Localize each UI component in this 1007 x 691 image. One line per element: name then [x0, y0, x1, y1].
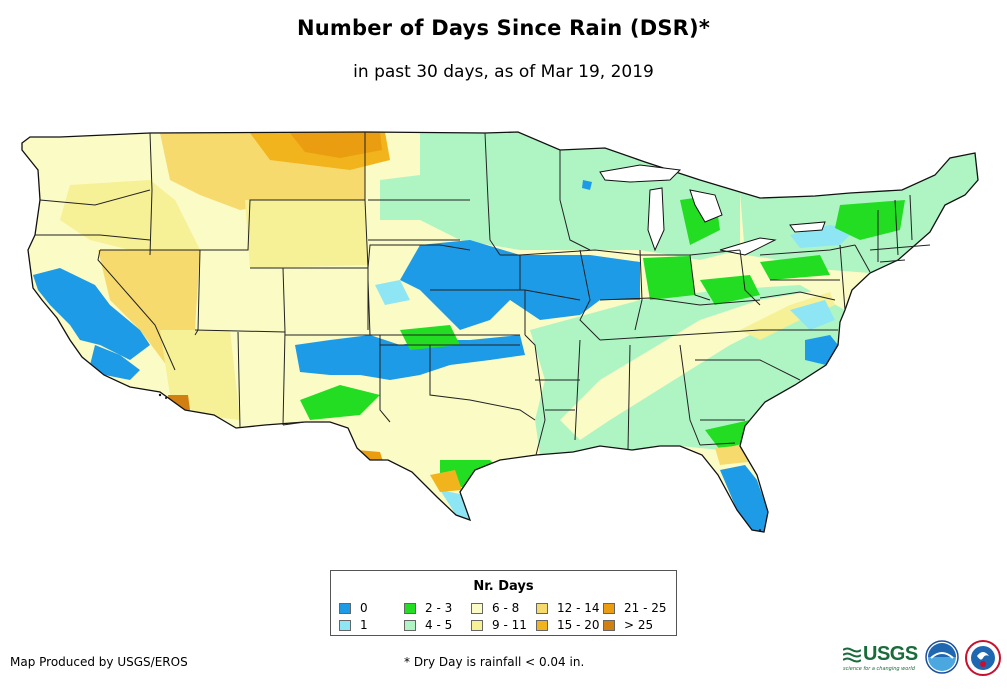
- zone-az-south-dry: [160, 330, 240, 420]
- zone-ohio-green: [700, 275, 760, 305]
- usgs-wordmark: USGS: [863, 643, 918, 665]
- legend-item-2-3: 2 - 3: [404, 602, 452, 615]
- legend-item-4-5: 4 - 5: [404, 619, 452, 632]
- zone-minnesota-wet: [582, 180, 592, 190]
- zone-pa-green: [760, 255, 830, 280]
- legend-item-6-8: 6 - 8: [471, 602, 519, 615]
- credit-text: Map Produced by USGS/EROS: [10, 655, 188, 669]
- zone-va-light: [790, 300, 835, 330]
- zone-kansas-oklahoma-wet: [295, 335, 525, 380]
- great-lakes: [599, 164, 826, 256]
- zone-florida-dry: [715, 445, 748, 465]
- legend-swatch-over-25: [603, 620, 615, 631]
- legend: Nr. Days 0 1 2 - 3 4 - 5 6 - 8 9 - 11 12…: [330, 570, 677, 636]
- legend-title: Nr. Days: [473, 579, 534, 594]
- legend-swatch-1: [339, 620, 351, 631]
- zone-kansas-green: [400, 325, 460, 350]
- map-title: Number of Days Since Rain (DSR)*: [296, 16, 711, 40]
- zone-montana-extreme: [290, 132, 382, 158]
- usgs-logo: USGS science for a changing world: [843, 642, 919, 672]
- zone-indiana-green: [643, 256, 695, 300]
- usgs-waves-icon: [843, 647, 861, 663]
- legend-swatch-4-5: [404, 620, 416, 631]
- us-dsr-map: [21, 131, 979, 533]
- state-borders: [35, 132, 931, 456]
- zone-wyoming-dry: [245, 200, 368, 268]
- coast-details: [158, 393, 761, 531]
- zone-california-wet: [33, 268, 150, 360]
- lake-huron: [689, 189, 723, 223]
- usgs-tagline: science for a changing world: [843, 666, 915, 672]
- noaa-logo-icon: [925, 640, 959, 674]
- nws-logo-icon: [965, 640, 1001, 676]
- zone-ny-light: [790, 225, 855, 248]
- legend-swatch-9-11: [471, 620, 483, 631]
- legend-swatch-2-3: [404, 603, 416, 614]
- legend-swatch-12-14: [536, 603, 548, 614]
- zone-colorado-light: [375, 280, 410, 305]
- legend-item-15-20: 15 - 20: [536, 619, 600, 632]
- zone-florida-wet: [720, 465, 768, 532]
- zone-idaho-dry: [60, 180, 200, 255]
- zone-nc-wet: [805, 335, 838, 365]
- zone-texas-dry: [430, 470, 462, 492]
- zone-california-south-wet: [90, 345, 140, 380]
- zone-socal-dry: [168, 395, 190, 410]
- lake-ontario: [789, 221, 826, 233]
- legend-swatch-6-8: [471, 603, 483, 614]
- legend-item-0: 0: [339, 602, 368, 615]
- lake-michigan: [647, 187, 665, 252]
- legend-item-over-25: > 25: [603, 619, 653, 632]
- legend-swatch-15-20: [536, 620, 548, 631]
- zone-ny-green: [835, 200, 905, 240]
- legend-swatch-21-25: [603, 603, 615, 614]
- footnote-text: * Dry Day is rainfall < 0.04 in.: [404, 655, 585, 669]
- zone-nm-green: [300, 385, 380, 420]
- legend-item-12-14: 12 - 14: [536, 602, 600, 615]
- us-outline: [21, 131, 979, 533]
- lake-superior: [599, 164, 682, 183]
- legend-item-9-11: 9 - 11: [471, 619, 527, 632]
- map-subtitle: in past 30 days, as of Mar 19, 2019: [353, 62, 654, 82]
- legend-swatch-0: [339, 603, 351, 614]
- legend-item-1: 1: [339, 619, 368, 632]
- legend-item-21-25: 21 - 25: [603, 602, 667, 615]
- agency-logos: USGS science for a changing world: [843, 638, 1003, 678]
